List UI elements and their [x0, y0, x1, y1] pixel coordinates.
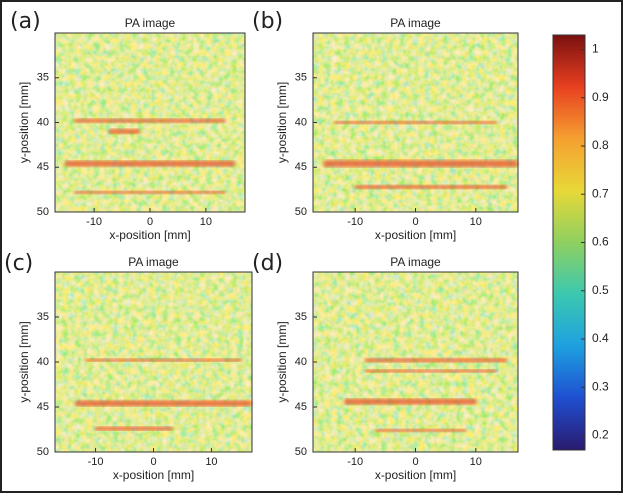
x-axis-label: x-position [mm]	[113, 468, 194, 482]
x-tick-label: -10	[347, 216, 363, 228]
hotspot	[74, 118, 226, 123]
x-tick-label: 0	[150, 456, 156, 468]
y-tick-label: 35	[295, 72, 307, 84]
x-tick-label: -10	[88, 456, 104, 468]
x-tick-label: 10	[205, 456, 217, 468]
y-tick-label: 45	[295, 401, 307, 413]
panel: -10 0 10 35 40 45 50 PA image x-position [mm] y-p…	[252, 251, 519, 482]
y-tick-label: 45	[37, 161, 49, 173]
panel-label: (d)	[252, 251, 283, 276]
panel-title: PA image	[128, 255, 179, 269]
y-tick-label: 35	[37, 72, 49, 84]
y-tick-label: 50	[295, 206, 307, 218]
x-axis-label: x-position [mm]	[375, 228, 456, 242]
y-tick-label: 40	[295, 116, 307, 128]
hotspot	[354, 184, 508, 189]
x-tick-label: -10	[86, 216, 102, 228]
colorbar-tick-label: 0.8	[592, 138, 609, 152]
y-axis-label: y-position [mm]	[275, 82, 289, 163]
x-axis-label: x-position [mm]	[109, 228, 190, 242]
x-tick-label: 10	[470, 456, 482, 468]
hotspot	[364, 369, 498, 373]
colorbar-tick-label: 0.2	[592, 428, 609, 442]
y-tick-label: 45	[295, 161, 307, 173]
panel-title: PA image	[390, 16, 441, 30]
hotspot	[333, 121, 498, 124]
y-tick-label: 45	[37, 401, 49, 413]
panel-title: PA image	[125, 16, 176, 30]
hotspot	[364, 358, 508, 363]
x-tick-label: 0	[412, 456, 418, 468]
colorbar-tick-label: 0.5	[592, 283, 609, 297]
y-tick-label: 50	[37, 206, 49, 218]
y-axis-label: y-position [mm]	[17, 321, 31, 402]
y-tick-label: 50	[37, 446, 49, 458]
hotspot	[108, 128, 141, 134]
panel: -10 0 10 35 40 45 50 PA image x-position [mm] y-p…	[252, 9, 519, 242]
x-tick-label: 0	[412, 216, 418, 228]
x-tick-label: 10	[470, 216, 482, 228]
y-tick-label: 50	[295, 446, 307, 458]
colorbar-tick-label: 0.6	[592, 235, 609, 249]
y-tick-label: 40	[37, 356, 49, 368]
y-tick-label: 35	[295, 311, 307, 323]
hotspot	[74, 190, 226, 194]
colorbar-tick-label: 0.4	[592, 331, 609, 345]
colorbar-tick-label: 0.7	[592, 186, 609, 200]
panel-label: (a)	[10, 9, 41, 34]
y-tick-label: 35	[37, 311, 49, 323]
x-tick-label: -10	[347, 456, 363, 468]
x-tick-label: 10	[200, 216, 212, 228]
x-axis-label: x-position [mm]	[375, 468, 456, 482]
y-axis-label: y-position [mm]	[17, 82, 31, 163]
hotspot	[323, 160, 518, 168]
panel: -10 0 10 35 40 45 50 PA image x-position [mm] y-p…	[10, 9, 246, 242]
colorbar-tick-label: 1	[592, 42, 599, 56]
hotspot	[64, 160, 236, 167]
colorbar	[552, 34, 586, 451]
y-tick-label: 40	[295, 356, 307, 368]
hotspot	[74, 400, 252, 407]
hotspot	[84, 358, 243, 362]
hotspot	[343, 398, 477, 405]
panel-title: PA image	[390, 255, 441, 269]
colorbar-tick-label: 0.9	[592, 90, 609, 104]
panel-label: (b)	[252, 9, 283, 34]
panel: -10 0 10 35 40 45 50 PA image x-position [mm] y-p…	[4, 251, 253, 482]
panel-label: (c)	[4, 251, 33, 276]
colorbar-tick-label: 0.3	[592, 379, 609, 393]
hotspot	[374, 428, 467, 432]
y-axis-label: y-position [mm]	[275, 321, 289, 402]
image	[55, 272, 252, 452]
hotspot	[94, 426, 174, 431]
x-tick-label: 0	[147, 216, 153, 228]
y-tick-label: 40	[37, 116, 49, 128]
